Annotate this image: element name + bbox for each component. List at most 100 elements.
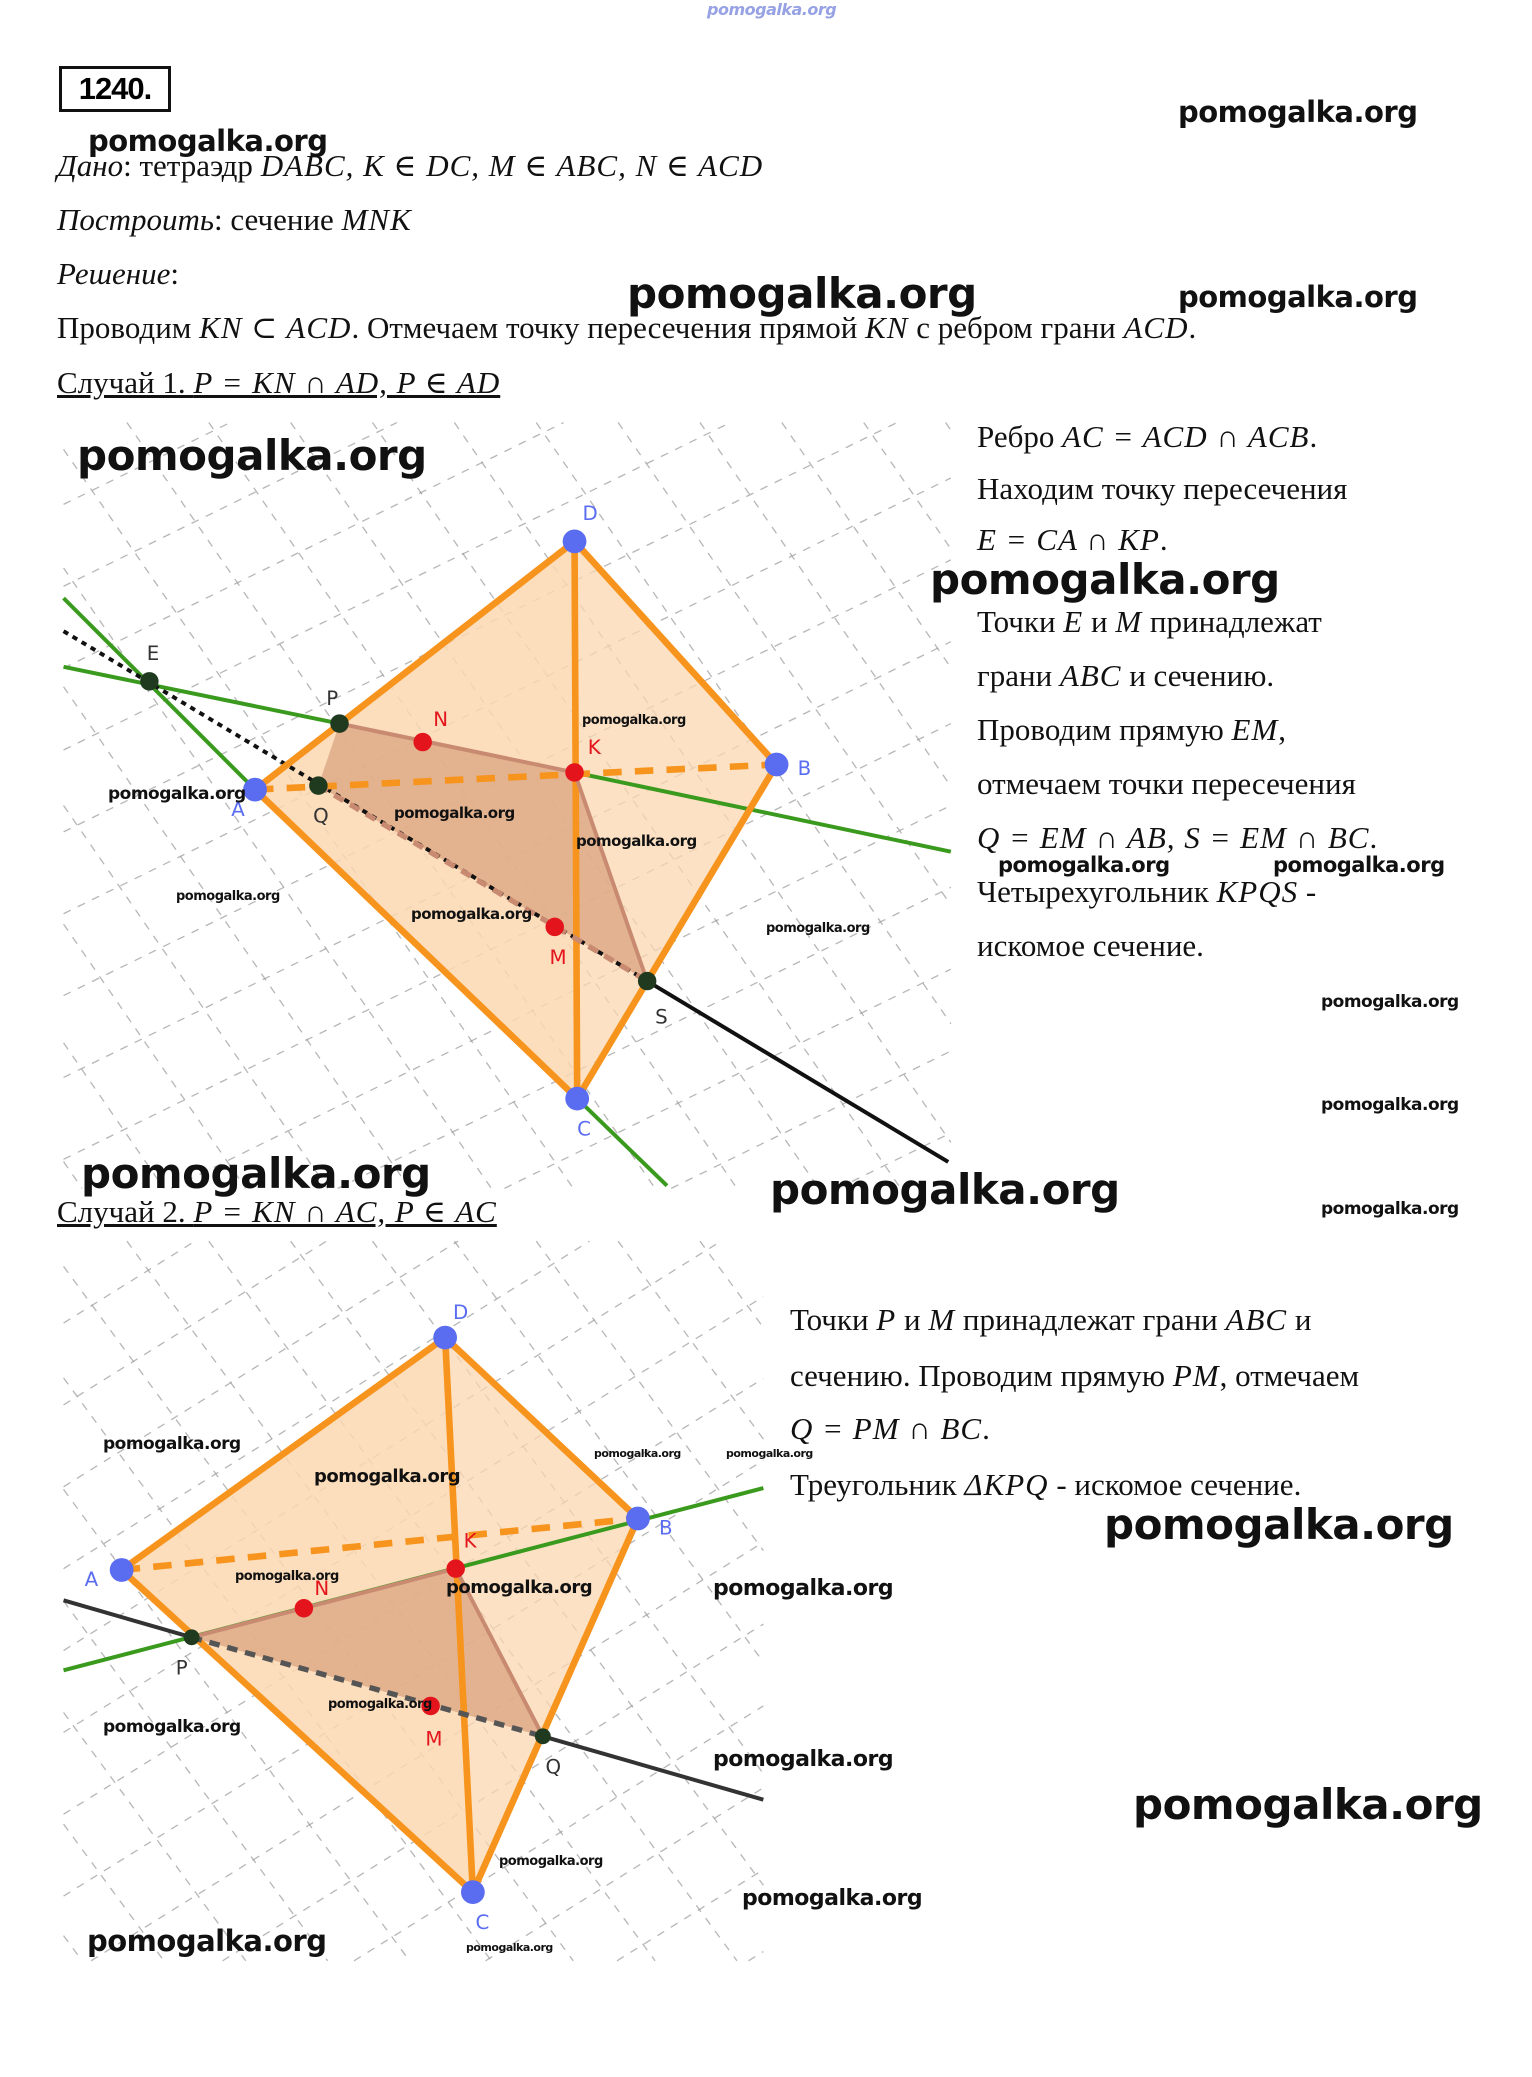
watermark: pomogalka.org: [108, 784, 246, 804]
watermark: pomogalka.org: [103, 1717, 241, 1737]
text-segment: Находим точку пересечения: [977, 471, 1348, 506]
line-PM: [62, 1598, 193, 1640]
math-expression: KPQS: [1216, 874, 1299, 909]
grid-line: [63, 1240, 459, 1488]
text-segment: сечению. Проводим прямую: [790, 1358, 1173, 1393]
grid-line: [63, 421, 731, 751]
section-edge-PK: [191, 1566, 457, 1640]
grid-line: [945, 422, 952, 431]
watermark: pomogalka.org: [87, 1924, 327, 1958]
text-segment: .: [1188, 310, 1197, 345]
text-segment: Точки: [790, 1302, 877, 1337]
math-expression: ABC: [1059, 658, 1122, 693]
vertex-D: [562, 529, 587, 554]
watermark: pomogalka.org: [998, 853, 1170, 877]
text-segment: искомое сечение.: [977, 928, 1204, 963]
vertex-A: [109, 1558, 134, 1582]
watermark: pomogalka.org: [411, 905, 532, 923]
point-label: N: [314, 1577, 329, 1600]
case1-text-line: отмечаем точки пересечения: [977, 766, 1356, 802]
case1-text-line: E = CA ∩ KP.: [977, 522, 1168, 558]
case1-text-line: грани ABC и сечению.: [977, 658, 1274, 694]
watermark: pomogalka.org: [770, 1165, 1120, 1214]
point-Q: [309, 776, 328, 795]
edge-DC: [441, 1337, 477, 1893]
watermark: pomogalka.org: [88, 124, 328, 158]
grid-line: [63, 1600, 329, 1962]
grid-line: [837, 1132, 952, 1189]
math-expression: ΔKPQ: [964, 1467, 1049, 1502]
section-edge-KS: [572, 771, 650, 982]
grid-line: [453, 422, 952, 1143]
math-expression: Q = PM ∩ BC: [790, 1411, 983, 1446]
point-label: P: [326, 687, 338, 710]
point-K: [446, 1559, 465, 1578]
point-label: C: [577, 1118, 591, 1141]
text-segment: Решение: [57, 256, 171, 291]
grid-line: [63, 1240, 327, 1406]
point-label: B: [659, 1516, 673, 1539]
point-Q: [534, 1728, 551, 1745]
text-segment: принадлежат: [1142, 604, 1322, 639]
text-segment: Треугольник: [790, 1467, 965, 1502]
watermark: pomogalka.org: [466, 1941, 553, 1954]
text-segment: Проводим: [57, 310, 200, 345]
text-segment: :: [170, 256, 179, 291]
text-segment: , отмечаем: [1219, 1358, 1360, 1393]
text-segment: и сечению.: [1121, 658, 1275, 693]
math-expression: ACD: [1123, 310, 1189, 345]
header-watermark: pomogalka.org: [707, 0, 837, 19]
section-edge-PK: [339, 721, 575, 775]
grid-line: [699, 422, 952, 787]
grid-line: [699, 1240, 764, 1328]
math-expression: DABC, K ∈ DC, M ∈ ABC, N ∈ ACD: [260, 148, 764, 183]
point-label: B: [798, 757, 812, 780]
text-segment: с ребром грани: [908, 310, 1124, 345]
watermark: pomogalka.org: [713, 1747, 894, 1772]
watermark: pomogalka.org: [328, 1697, 432, 1712]
case1-text-line: Четырехугольник KPQS -: [977, 874, 1316, 910]
case2-text-line: сечению. Проводим прямую PM, отмечаем: [790, 1358, 1359, 1394]
intro-line: Проводим KN ⊂ ACD. Отмечаем точку пересе…: [57, 310, 1196, 346]
text-segment: -: [1298, 874, 1317, 909]
grid-line: [63, 805, 329, 1189]
math-expression: PM: [1172, 1358, 1220, 1393]
vertex-B: [626, 1506, 650, 1531]
point-K: [565, 763, 584, 782]
math-expression: E = CA ∩ KP: [977, 522, 1160, 557]
text-segment: .: [1159, 522, 1168, 557]
watermark: pomogalka.org: [1321, 992, 1459, 1012]
point-label: A: [231, 798, 245, 821]
math-expression: E: [1063, 604, 1084, 639]
text-segment: ,: [1278, 712, 1287, 747]
grid-line: [63, 1823, 165, 1962]
section-KPQS: [318, 723, 648, 982]
text-segment: : сечение: [214, 202, 342, 237]
text-segment: Дано: [57, 148, 124, 183]
point-label: P: [176, 1656, 188, 1679]
case1-text-line: Точки E и M принадлежат: [977, 604, 1322, 640]
line-KB: [574, 770, 952, 854]
grid-line: [863, 422, 952, 550]
watermark: pomogalka.org: [627, 269, 977, 318]
edge-AC: [252, 787, 580, 1101]
text-segment: . Отмечаем точку пересечения прямой: [351, 310, 866, 345]
grid-line: [748, 1951, 764, 1962]
grid-line: [63, 1161, 83, 1189]
case1-heading: Случай 1. P = KN ∩ AD, P ∈ AD: [57, 365, 500, 401]
text-segment: отмечаем точки пересечения: [977, 766, 1356, 801]
grid-line: [63, 923, 247, 1189]
text-segment: Точки: [977, 604, 1064, 639]
point-label: D: [582, 502, 597, 525]
math-expression: MNK: [341, 202, 412, 237]
intro-line: Построить: сечение MNK: [57, 202, 412, 238]
watermark: pomogalka.org: [1321, 1095, 1459, 1115]
math-expression: KN ⊂ ACD: [199, 310, 352, 345]
point-label: M: [425, 1728, 442, 1751]
case1-text-line: Ребро AC = ACD ∩ ACB.: [977, 419, 1317, 455]
grid-line: [63, 686, 411, 1189]
grid-line: [353, 1705, 764, 1962]
vertex-A: [243, 777, 267, 802]
watermark: pomogalka.org: [766, 921, 870, 936]
